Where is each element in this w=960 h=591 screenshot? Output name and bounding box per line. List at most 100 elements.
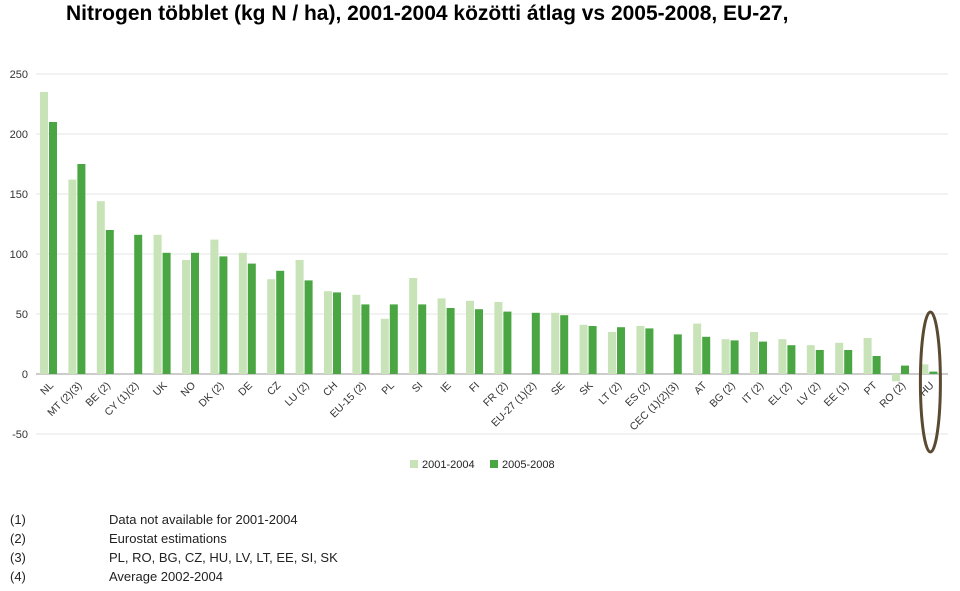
x-category-label: LU (2) (283, 380, 312, 409)
y-tick-label: 150 (10, 189, 28, 201)
footnote-row: (2) Eurostat estimations (10, 529, 610, 548)
bar-2001-2004-IE (437, 298, 446, 374)
y-tick-label: 200 (10, 129, 28, 141)
bar-2005-2008-IE (446, 308, 455, 374)
legend-label: 2005-2008 (502, 459, 555, 471)
bar-2005-2008-FI (475, 309, 483, 374)
bar-2005-2008-LV (2) (815, 350, 824, 374)
bar-2001-2004-LV (2) (806, 345, 815, 374)
bar-2001-2004-SI (409, 278, 418, 374)
bar-2005-2008-CH (333, 292, 341, 374)
highlight-ellipse (918, 310, 942, 454)
x-category-label: NO (178, 380, 198, 400)
bar-2005-2008-MT (2)(3) (77, 164, 86, 374)
bar-2001-2004-DK (2) (210, 239, 219, 374)
y-tick-label: 50 (16, 309, 28, 321)
footnote-marker: (3) (10, 550, 26, 565)
x-category-label: BG (2) (707, 380, 737, 410)
x-category-label: CH (321, 380, 340, 399)
page-title: Nitrogen többlet (kg N / ha), 2001-2004 … (66, 2, 789, 25)
x-category-label: DE (236, 380, 255, 399)
bar-2005-2008-DK (2) (219, 256, 228, 374)
footnote-row: (1) Data not available for 2001-2004 (10, 510, 610, 529)
bar-2005-2008-EU-27 (1)(2) (531, 312, 540, 374)
bar-2001-2004-LU (2) (295, 260, 304, 374)
bar-2005-2008-IT (2) (759, 341, 767, 374)
y-tick-label: -50 (12, 429, 28, 441)
bar-2001-2004-SK (579, 324, 588, 374)
bar-2005-2008-EL (2) (787, 345, 796, 374)
bar-2001-2004-HU (920, 364, 929, 374)
bar-2005-2008-NL (49, 122, 57, 374)
bar-2001-2004-NL (40, 92, 48, 374)
bar-2001-2004-UK (153, 234, 162, 374)
bar-2001-2004-FR (2) (494, 302, 503, 374)
bar-2005-2008-PT (872, 356, 881, 374)
bar-2001-2004-BE (2) (96, 201, 105, 374)
x-category-label: EE (1) (822, 380, 852, 410)
x-category-label: PL (379, 380, 397, 398)
bar-2001-2004-AT (693, 323, 702, 374)
bar-2001-2004-NO (182, 260, 190, 374)
bar-2005-2008-CY (1)(2) (134, 234, 143, 374)
bar-2005-2008-CEC (1)(2)(3) (673, 334, 682, 374)
bar-2001-2004-LT (2) (608, 332, 616, 374)
bar-2001-2004-EL (2) (778, 339, 787, 374)
bar-2001-2004-CZ (267, 279, 276, 374)
bar-2001-2004-CH (324, 291, 332, 374)
bar-2001-2004-EE (1) (835, 342, 844, 374)
footnote-marker: (2) (10, 531, 26, 546)
x-category-label: IE (438, 380, 454, 396)
bar-2001-2004-DE (238, 252, 247, 374)
bar-2005-2008-LU (2) (304, 280, 313, 374)
x-category-label: LV (2) (795, 380, 823, 408)
footnote-marker: (4) (10, 569, 26, 584)
x-category-label: DK (2) (197, 380, 227, 410)
legend-label: 2001-2004 (422, 459, 475, 471)
bar-2005-2008-EU-15 (2) (361, 304, 370, 374)
bar-2005-2008-RO (2) (901, 365, 909, 374)
footnote-text: Data not available for 2001-2004 (109, 512, 298, 527)
bar-2005-2008-SK (588, 326, 597, 374)
bar-2001-2004-PL (380, 318, 389, 374)
bar-2005-2008-NO (191, 252, 199, 374)
x-category-label: CZ (265, 379, 284, 398)
bar-2001-2004-MT (2)(3) (68, 179, 77, 374)
x-category-label: SI (410, 380, 426, 396)
bar-2001-2004-ES (2) (636, 326, 645, 374)
y-tick-label: 100 (10, 249, 28, 261)
bar-2005-2008-BE (2) (105, 230, 114, 374)
x-category-label: AT (692, 379, 710, 397)
bar-2001-2004-BG (2) (721, 339, 730, 374)
bar-2005-2008-LT (2) (617, 327, 625, 374)
x-category-label: PT (862, 379, 880, 397)
x-category-label: LT (2) (597, 380, 625, 408)
x-category-label: EL (2) (766, 380, 794, 408)
x-category-label: FI (467, 380, 482, 395)
bar-2005-2008-SI (418, 304, 427, 374)
footnote-text: Average 2002-2004 (109, 569, 223, 584)
bar-2005-2008-ES (2) (645, 328, 654, 374)
footnote-text: Eurostat estimations (109, 531, 227, 546)
bar-2005-2008-BG (2) (730, 340, 739, 374)
legend-swatch (410, 460, 418, 468)
bar-2005-2008-SE (560, 315, 569, 374)
bar-2001-2004-FI (466, 300, 474, 374)
footnote-text: PL, RO, BG, CZ, HU, LV, LT, EE, SI, SK (109, 550, 338, 565)
y-tick-label: 0 (22, 369, 28, 381)
bar-2005-2008-UK (162, 252, 171, 374)
bar-2005-2008-AT (702, 336, 711, 374)
bar-2005-2008-CZ (276, 270, 285, 374)
bar-2001-2004-SE (551, 312, 560, 374)
bar-2001-2004-RO (2) (892, 374, 900, 382)
footnote-row: (4) Average 2002-2004 (10, 567, 610, 586)
y-tick-label: 250 (10, 69, 28, 81)
footnote-row: (3) PL, RO, BG, CZ, HU, LV, LT, EE, SI, … (10, 548, 610, 567)
x-category-label: NL (38, 380, 56, 398)
bar-2005-2008-EE (1) (844, 350, 853, 374)
bar-2001-2004-EU-15 (2) (352, 294, 361, 374)
bar-2005-2008-PL (389, 304, 398, 374)
bar-2005-2008-DE (247, 263, 256, 374)
footnotes: (1) Data not available for 2001-2004 (2)… (10, 510, 610, 586)
